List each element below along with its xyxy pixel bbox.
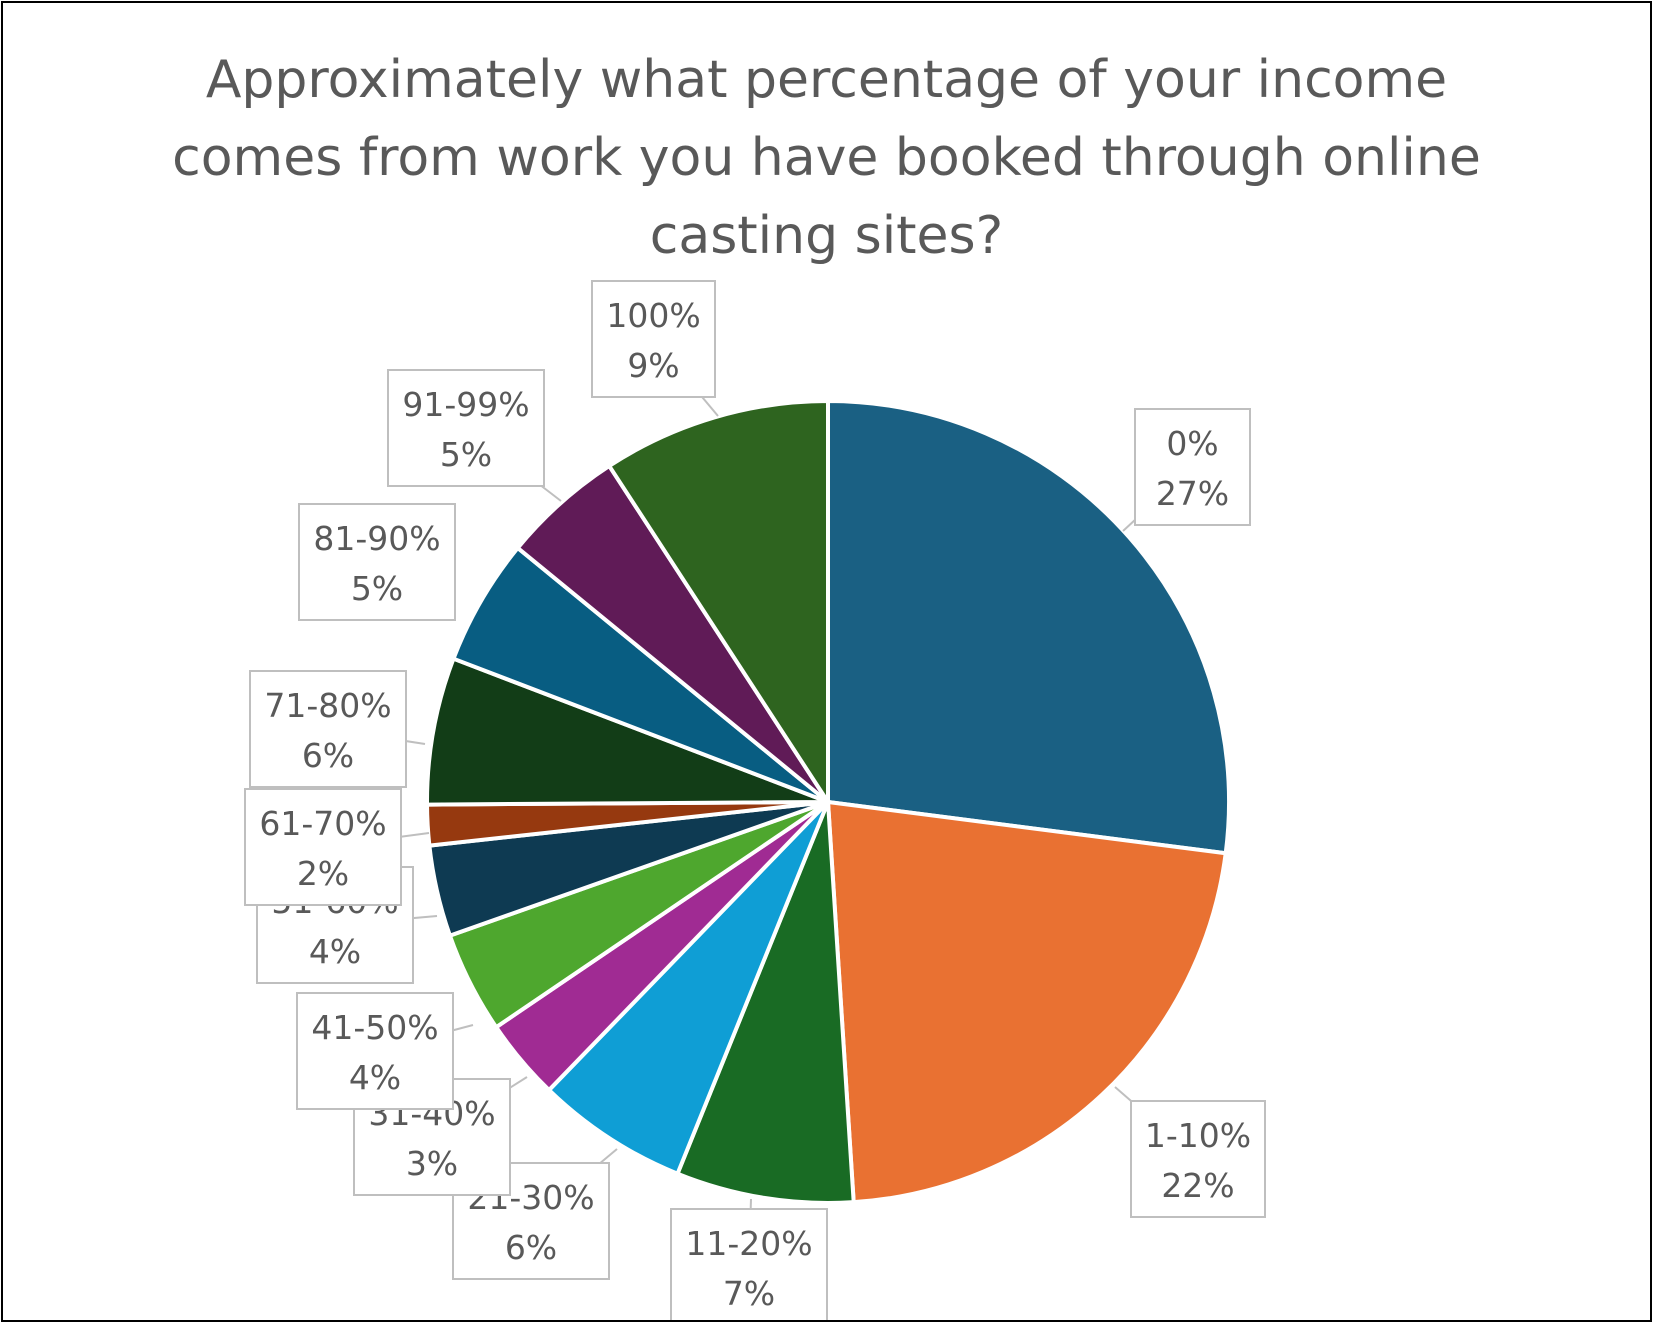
data-label-percent: 7% [723,1274,775,1313]
data-label-box [296,992,454,1110]
pie-slice-11-20pct [675,800,856,1205]
data-label-percent: 4% [309,932,361,971]
data-label-box [249,670,407,788]
data-label-category: 100% [606,296,700,335]
data-label-percent: 3% [406,1144,458,1183]
chart-title-line-1: Approximately what percentage of your in… [205,50,1448,110]
pie-slice-21-30pct [547,800,830,1176]
data-label-box [387,369,545,487]
pie-slice-100pct [607,399,830,804]
data-label-category: 11-20% [685,1224,812,1263]
data-label-0pct: 0%27% [1122,408,1251,532]
data-label-41-50pct: 41-50% 4% [296,992,474,1110]
data-label-box [1134,408,1251,526]
data-label-1-10pct: 1-10% 22% [1114,1086,1266,1218]
data-label-percent: 6% [302,736,354,775]
data-label-61-70pct: 61-70% 2% [244,788,430,906]
data-label-81-90pct: 81-90% 5% [298,503,456,621]
data-label-percent: 5% [440,435,492,474]
data-label-category: 0% [1166,424,1218,463]
pie-slice-71-80pct [425,656,830,807]
chart-title: Approximately what percentage of your in… [3,41,1650,275]
data-label-callouts: 0%27%1-10%22%11-20%7%21-30%6%31-40%3%41-… [244,280,1266,1320]
data-label-box [1130,1100,1266,1218]
pie-slice-1-10pct [826,800,1228,1205]
data-label-category: 61-70% [259,804,386,843]
data-label-category: 41-50% [311,1008,438,1047]
data-label-71-80pct: 71-80% 6% [249,670,426,788]
data-label-percent: 22% [1161,1166,1234,1205]
data-label-box [298,503,456,621]
data-label-percent: 9% [627,346,679,385]
pie-chart: 0%27%1-10%22%11-20%7%21-30%6%31-40%3%41-… [244,280,1266,1320]
pie-slice-0pct [826,399,1231,856]
data-label-category: 91-99% [402,385,529,424]
data-label-category: 81-90% [313,519,440,558]
data-label-category: 1-10% [1145,1116,1251,1155]
chart-title-line-2: comes from work you have booked through … [172,128,1481,188]
data-label-category: 71-80% [264,686,391,725]
data-label-11-20pct: 11-20% 7% [670,1198,828,1320]
data-label-percent: 4% [349,1058,401,1097]
chart-title-line-3: casting sites? [649,206,1004,266]
data-label-91-99pct: 91-99% 5% [387,369,562,502]
data-label-100pct: 100% 9% [591,280,719,417]
data-label-box [670,1208,828,1320]
data-label-box [591,280,716,398]
data-label-box [244,788,402,906]
data-label-percent: 6% [505,1228,557,1267]
pie-slices [425,399,1231,1205]
data-label-percent: 5% [351,569,403,608]
data-label-percent: 2% [297,854,349,893]
data-label-percent: 27% [1156,474,1229,513]
